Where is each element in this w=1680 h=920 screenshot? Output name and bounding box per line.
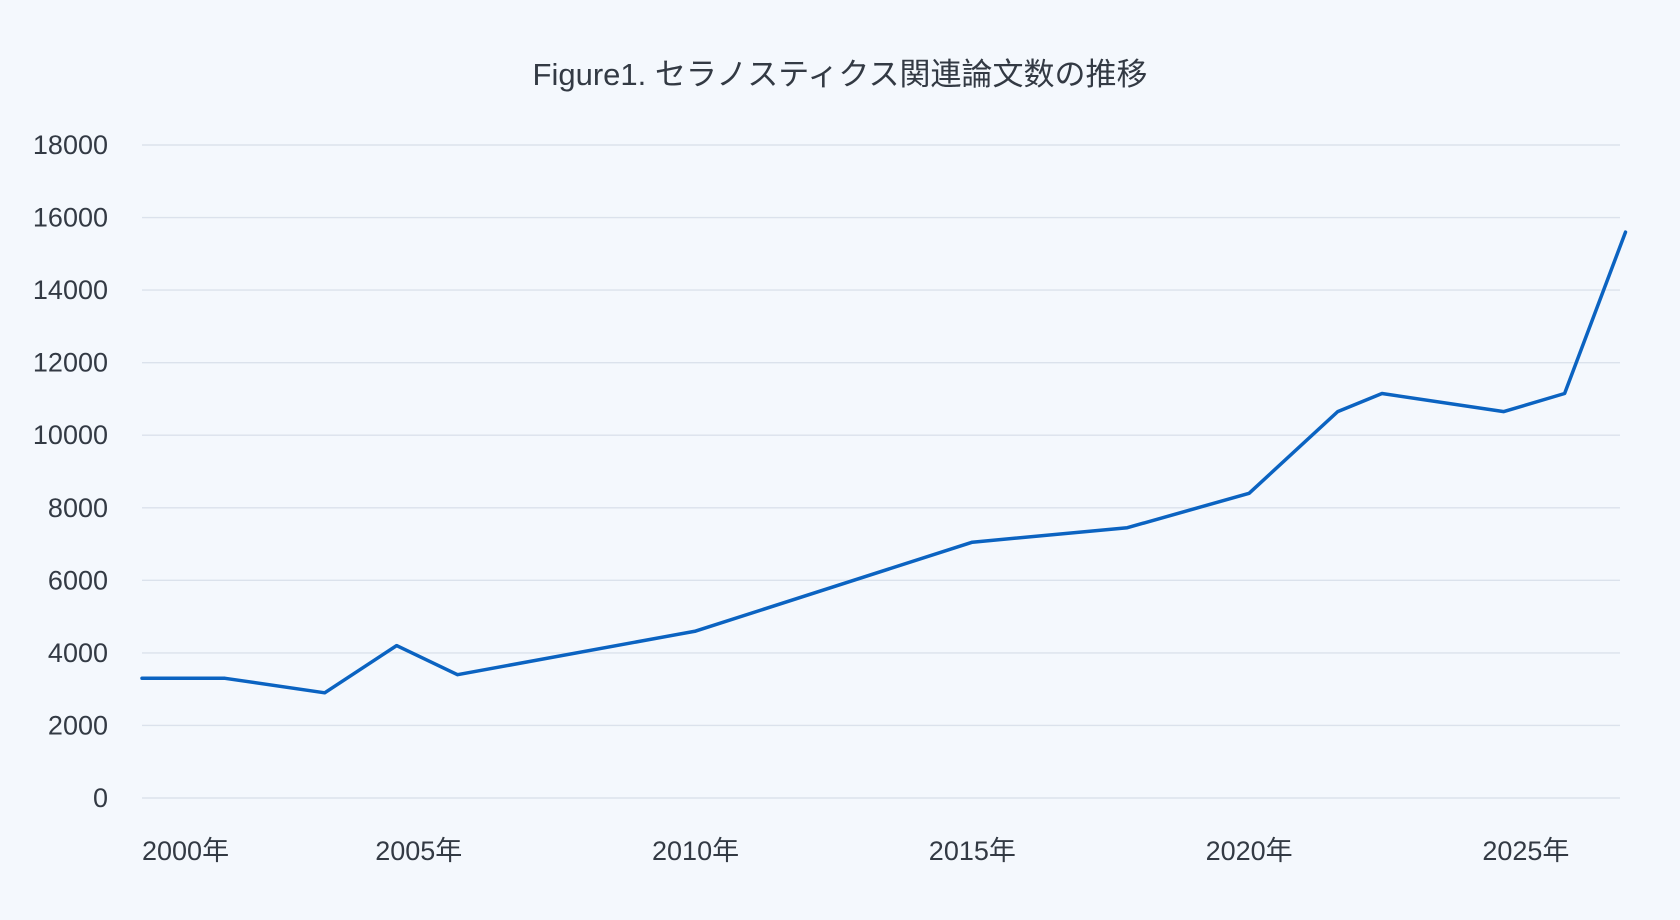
- x-tick-label: 2025年: [1482, 836, 1569, 866]
- series-lines: [140, 230, 1628, 695]
- y-tick-label: 18000: [33, 130, 108, 160]
- y-tick-label: 14000: [33, 275, 108, 305]
- y-tick-label: 8000: [48, 493, 108, 523]
- y-tick-label: 6000: [48, 565, 108, 595]
- x-tick-label: 2005年: [375, 836, 462, 866]
- y-tick-label: 2000: [48, 710, 108, 740]
- y-tick-label: 12000: [33, 348, 108, 378]
- grid-lines: [142, 144, 1620, 799]
- y-tick-label: 16000: [33, 203, 108, 233]
- series-line-0: [140, 230, 1628, 695]
- x-axis-tick-labels: 2000年 2005年 2010年 2015年 2020年 2025年: [142, 836, 1569, 866]
- y-tick-label: 0: [93, 783, 108, 813]
- chart-title: Figure1. セラノスティクス関連論文数の推移: [533, 57, 1148, 92]
- y-tick-label: 4000: [48, 638, 108, 668]
- x-tick-label: 2015年: [929, 836, 1016, 866]
- x-tick-label: 2010年: [652, 836, 739, 866]
- y-axis-tick-labels: 0 2000 4000 6000 8000 10000 12000 14000 16000 180…: [33, 130, 108, 813]
- y-tick-label: 10000: [33, 420, 108, 450]
- x-tick-label: 2020年: [1206, 836, 1293, 866]
- x-tick-label: 2000年: [142, 836, 229, 866]
